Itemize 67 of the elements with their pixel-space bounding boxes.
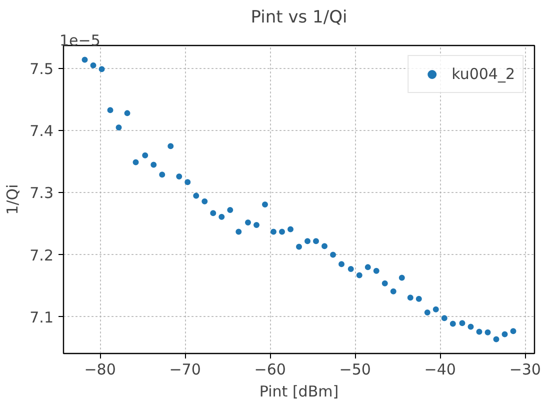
x-tick-label: −30 — [509, 360, 541, 378]
point — [338, 261, 345, 268]
point — [227, 207, 234, 214]
point — [253, 222, 260, 228]
chart-title: Pint vs 1/Qi — [250, 8, 348, 28]
point — [210, 210, 216, 216]
point — [107, 107, 114, 114]
point — [142, 152, 148, 158]
x-tick-label: −40 — [424, 360, 456, 378]
point — [450, 320, 456, 327]
point — [270, 228, 276, 235]
point — [288, 226, 294, 232]
point — [484, 329, 491, 336]
point — [441, 315, 448, 322]
point — [510, 328, 516, 334]
point — [278, 228, 285, 235]
point — [493, 336, 500, 342]
point — [159, 172, 166, 178]
point — [476, 328, 482, 335]
point — [390, 288, 396, 294]
x-tick-label: −60 — [254, 360, 286, 378]
point — [322, 243, 328, 250]
legend-label: ku004_2 — [452, 65, 515, 83]
y-tick-label: 7.4 — [30, 122, 54, 140]
point — [124, 110, 130, 116]
point — [373, 268, 380, 274]
x-tick-label: −70 — [169, 360, 201, 378]
point — [330, 252, 336, 258]
point — [296, 244, 302, 250]
point — [176, 174, 182, 180]
point — [193, 192, 200, 199]
point — [244, 219, 251, 226]
point — [356, 272, 362, 278]
point — [82, 56, 88, 63]
x-axis-title: Pint [dBm] — [259, 382, 339, 400]
point — [348, 266, 354, 272]
point — [364, 264, 371, 270]
point — [262, 201, 268, 208]
x-tick-label: −80 — [84, 360, 116, 378]
point — [132, 159, 139, 166]
point — [218, 214, 225, 220]
annotation: 1e−5 — [60, 32, 100, 50]
y-axis-title: 1/Qi — [4, 184, 22, 215]
y-tick-label: 7.1 — [30, 308, 54, 326]
point — [407, 294, 414, 301]
point — [304, 238, 310, 244]
point — [150, 162, 157, 168]
y-tick-label: 7.3 — [30, 184, 54, 202]
point — [184, 179, 191, 186]
point — [398, 274, 405, 281]
point — [168, 143, 174, 150]
point — [98, 66, 105, 72]
x-tick-label: −50 — [339, 360, 371, 378]
point — [468, 324, 474, 330]
point — [502, 331, 508, 338]
y-tick-label: 7.2 — [30, 246, 54, 264]
point — [313, 238, 320, 244]
point — [459, 320, 466, 326]
point — [382, 280, 388, 286]
point — [90, 62, 96, 68]
point — [236, 228, 242, 235]
point — [202, 198, 208, 204]
point — [432, 306, 439, 312]
point — [116, 124, 122, 130]
point — [424, 310, 430, 316]
y-tick-label: 7.5 — [30, 60, 54, 78]
point — [416, 296, 422, 302]
